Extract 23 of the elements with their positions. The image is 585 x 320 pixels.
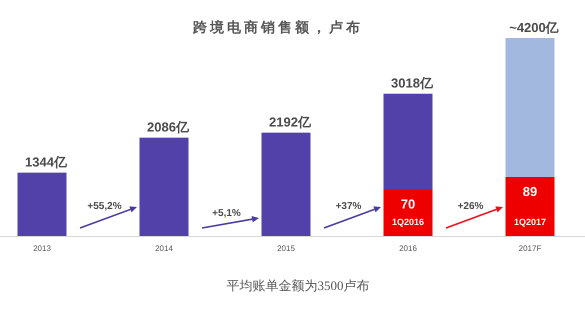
data-label: 2192亿 [269, 114, 312, 130]
bar [262, 132, 310, 236]
text: 平均账单金额为3500卢布 [226, 278, 370, 293]
bar [140, 138, 188, 236]
x-tick-label: 2017F [518, 244, 542, 253]
bar [18, 172, 66, 236]
annotation: +26% [458, 201, 484, 212]
chart-title: 跨境电商销售额，卢布 [192, 19, 363, 36]
data-label: 3018亿 [391, 76, 434, 91]
x-tick-label: 2014 [155, 244, 174, 253]
x-tick-label: 2015 [277, 244, 296, 253]
data-label: 1344亿 [25, 154, 68, 170]
x-tick-label: 2016 [399, 244, 418, 253]
annotation: 1Q2016 [392, 217, 424, 227]
x-tick-label: 2013 [33, 244, 52, 253]
data-label: ~4200亿 [509, 20, 560, 35]
annotation: 1Q2017 [514, 217, 546, 227]
annotation: +55,2% [87, 201, 122, 212]
data-label: 89 [522, 184, 538, 199]
annotation: +5,1% [212, 208, 241, 219]
data-label: 2086亿 [147, 120, 190, 135]
annotation: +37% [336, 201, 362, 212]
data-label: 70 [400, 196, 416, 212]
